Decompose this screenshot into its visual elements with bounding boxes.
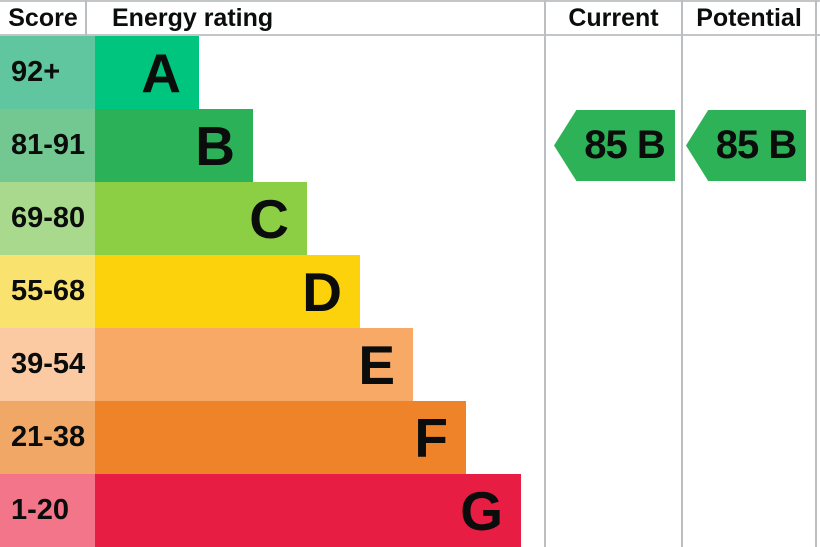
potential-rating-label: 85 B bbox=[715, 123, 797, 167]
top-border-line bbox=[0, 0, 820, 2]
band-score-range: 1-20 bbox=[0, 474, 95, 547]
band-score-range: 21-38 bbox=[0, 401, 95, 474]
band-score-range: 92+ bbox=[0, 36, 95, 109]
potential-column-divider bbox=[681, 0, 683, 547]
epc-band-row-d: 55-68 D bbox=[0, 255, 820, 328]
epc-band-row-a: 92+ A bbox=[0, 36, 820, 109]
current-column-divider bbox=[544, 0, 546, 547]
band-score-range: 81-91 bbox=[0, 109, 95, 182]
band-bar-g: G bbox=[95, 474, 521, 547]
header-potential: Potential bbox=[696, 4, 802, 32]
header-current: Current bbox=[568, 4, 659, 32]
band-score-range: 55-68 bbox=[0, 255, 95, 328]
band-bar-a: A bbox=[95, 36, 199, 109]
band-bar-f: F bbox=[95, 401, 466, 474]
band-score-range: 39-54 bbox=[0, 328, 95, 401]
band-bar-e: E bbox=[95, 328, 413, 401]
epc-band-row-b: 81-91 B bbox=[0, 109, 820, 182]
header-underline bbox=[0, 34, 820, 36]
potential-rating-arrow: 85 B bbox=[686, 110, 806, 181]
epc-band-row-g: 1-20 G bbox=[0, 474, 820, 547]
band-bar-b: B bbox=[95, 109, 253, 182]
current-rating-arrow: 85 B bbox=[554, 110, 675, 181]
band-score-range: 69-80 bbox=[0, 182, 95, 255]
epc-band-row-f: 21-38 F bbox=[0, 401, 820, 474]
band-bar-d: D bbox=[95, 255, 360, 328]
current-rating-label: 85 B bbox=[584, 123, 665, 167]
header-energy-rating: Energy rating bbox=[112, 4, 274, 32]
right-border-line bbox=[815, 0, 817, 547]
epc-band-row-c: 69-80 C bbox=[0, 182, 820, 255]
header-score: Score bbox=[8, 4, 78, 32]
band-bar-c: C bbox=[95, 182, 307, 255]
epc-band-row-e: 39-54 E bbox=[0, 328, 820, 401]
